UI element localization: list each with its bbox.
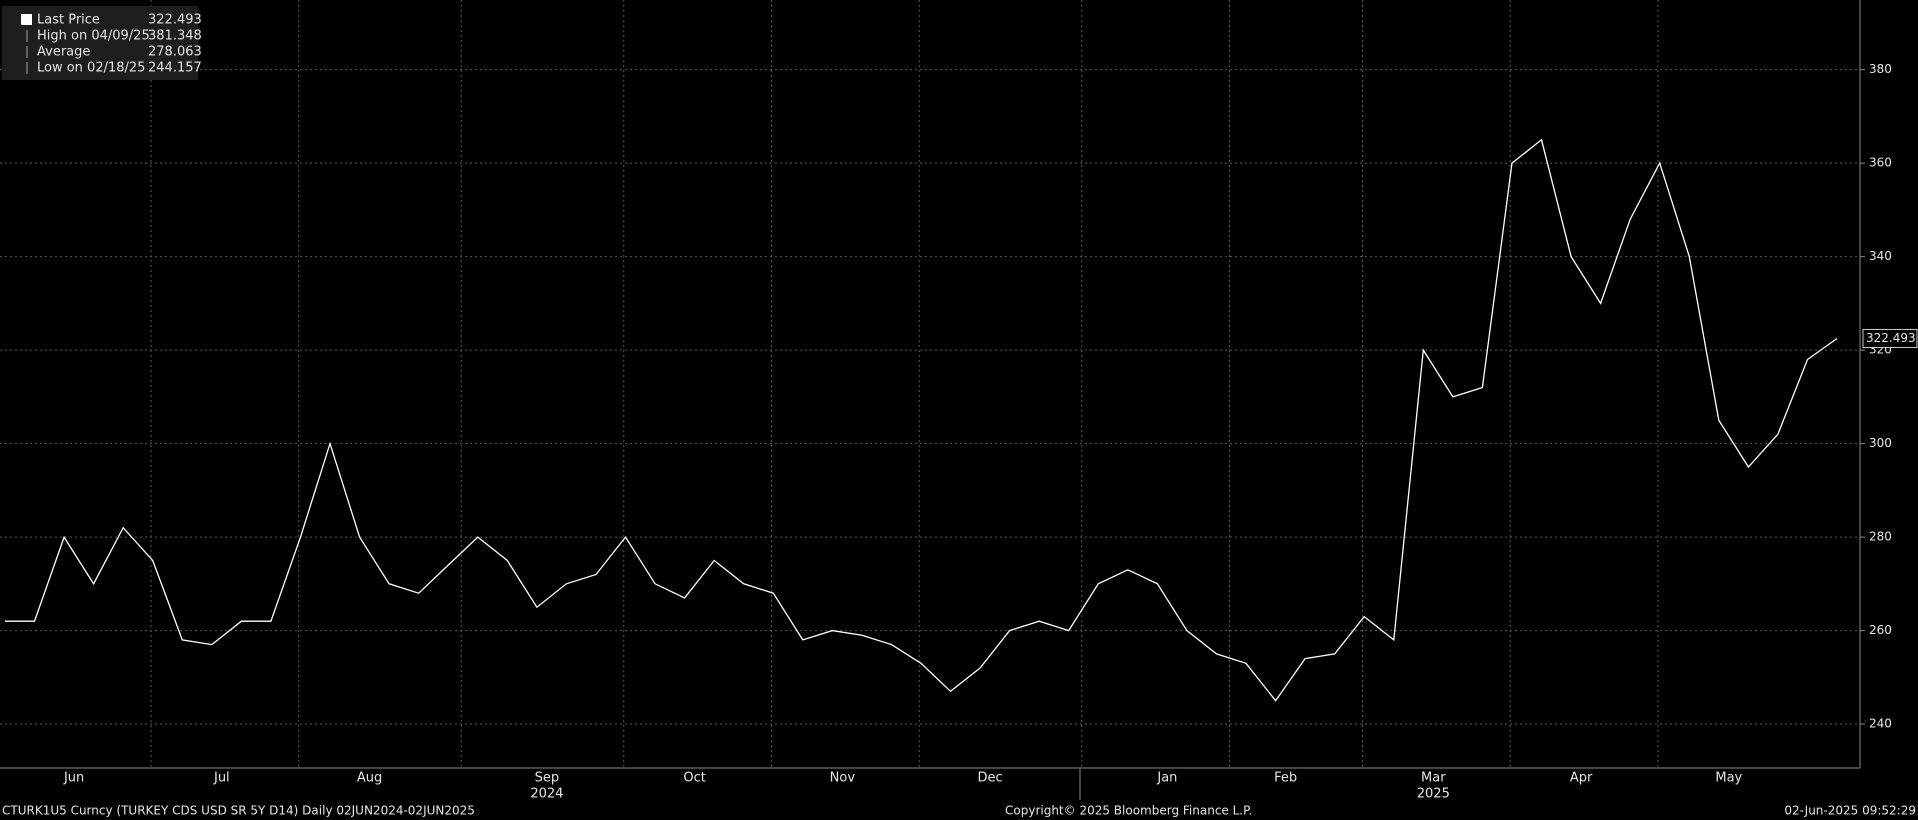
x-tick-label: Mar: [1421, 771, 1446, 786]
y-tick-label: 380: [1869, 62, 1892, 76]
x-tick-label: Nov: [830, 771, 856, 786]
y-tick-label: 340: [1869, 249, 1892, 263]
last-price-label: 322.493: [1866, 331, 1916, 345]
legend-value: 322.493: [148, 13, 202, 28]
legend-label: Low on 02/18/25: [37, 61, 145, 76]
footer-left: CTURK1U5 Curncy (TURKEY CDS USD SR 5Y D1…: [2, 804, 475, 818]
legend-value: 278.063: [148, 45, 202, 60]
x-tick-label: Dec: [978, 771, 1003, 786]
y-tick-label: 360: [1869, 156, 1892, 170]
last-price-tag: [1862, 328, 1918, 348]
year-label: 2025: [1417, 787, 1450, 802]
x-tick-label: Jul: [213, 771, 230, 786]
price-line: [5, 138, 1838, 702]
legend-value: 244.157: [148, 61, 202, 76]
x-tick-label: Sep: [535, 771, 560, 786]
legend-value: 381.348: [148, 29, 202, 44]
footer-right: 02-Jun-2025 09:52:29: [1784, 804, 1916, 818]
year-label: 2024: [530, 787, 563, 802]
x-tick-label: May: [1715, 771, 1742, 786]
x-tick-label: Aug: [357, 771, 382, 786]
legend-label: Last Price: [37, 13, 100, 28]
x-tick-label: Jun: [63, 771, 84, 786]
legend-swatch: [21, 14, 32, 25]
footer-center: Copyright© 2025 Bloomberg Finance L.P.: [1005, 804, 1252, 818]
x-tick-label: Jan: [1156, 771, 1177, 786]
y-tick-label: 260: [1869, 623, 1892, 637]
y-tick-label: 300: [1869, 436, 1892, 450]
x-tick-label: Oct: [683, 771, 705, 786]
x-tick-label: Feb: [1274, 771, 1297, 786]
legend-box: [2, 6, 198, 80]
legend-label: Average: [37, 45, 90, 60]
y-tick-label: 240: [1869, 717, 1892, 731]
x-tick-label: Apr: [1570, 771, 1593, 786]
legend-label: High on 04/09/25: [37, 29, 150, 44]
y-tick-label: 280: [1869, 530, 1892, 544]
